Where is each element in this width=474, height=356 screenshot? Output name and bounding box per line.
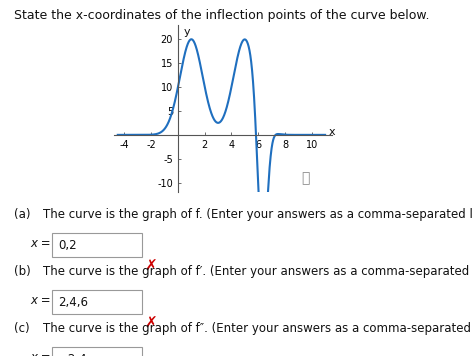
- Text: x: x: [329, 126, 336, 137]
- Text: 2,4,6: 2,4,6: [58, 296, 88, 309]
- Text: ✗: ✗: [145, 258, 157, 273]
- Text: y: y: [183, 27, 190, 37]
- Text: x =: x =: [31, 237, 52, 250]
- Text: x =: x =: [31, 351, 52, 356]
- Text: 0,2: 0,2: [58, 239, 77, 252]
- Text: The curve is the graph of f. (Enter your answers as a comma-separated list.): The curve is the graph of f. (Enter your…: [43, 208, 474, 221]
- Text: ✗: ✗: [145, 315, 157, 330]
- Text: (b): (b): [14, 265, 31, 278]
- Text: (a): (a): [14, 208, 31, 221]
- Text: x =: x =: [31, 294, 52, 307]
- Text: The curve is the graph of f′. (Enter your answers as a comma-separated list.): The curve is the graph of f′. (Enter you…: [43, 265, 474, 278]
- Text: State the x-coordinates of the inflection points of the curve below.: State the x-coordinates of the inflectio…: [14, 9, 430, 22]
- Text: −2,4: −2,4: [58, 353, 87, 356]
- Text: The curve is the graph of f″. (Enter your answers as a comma-separated list.): The curve is the graph of f″. (Enter you…: [43, 322, 474, 335]
- Text: (c): (c): [14, 322, 30, 335]
- Text: ⓘ: ⓘ: [301, 171, 309, 185]
